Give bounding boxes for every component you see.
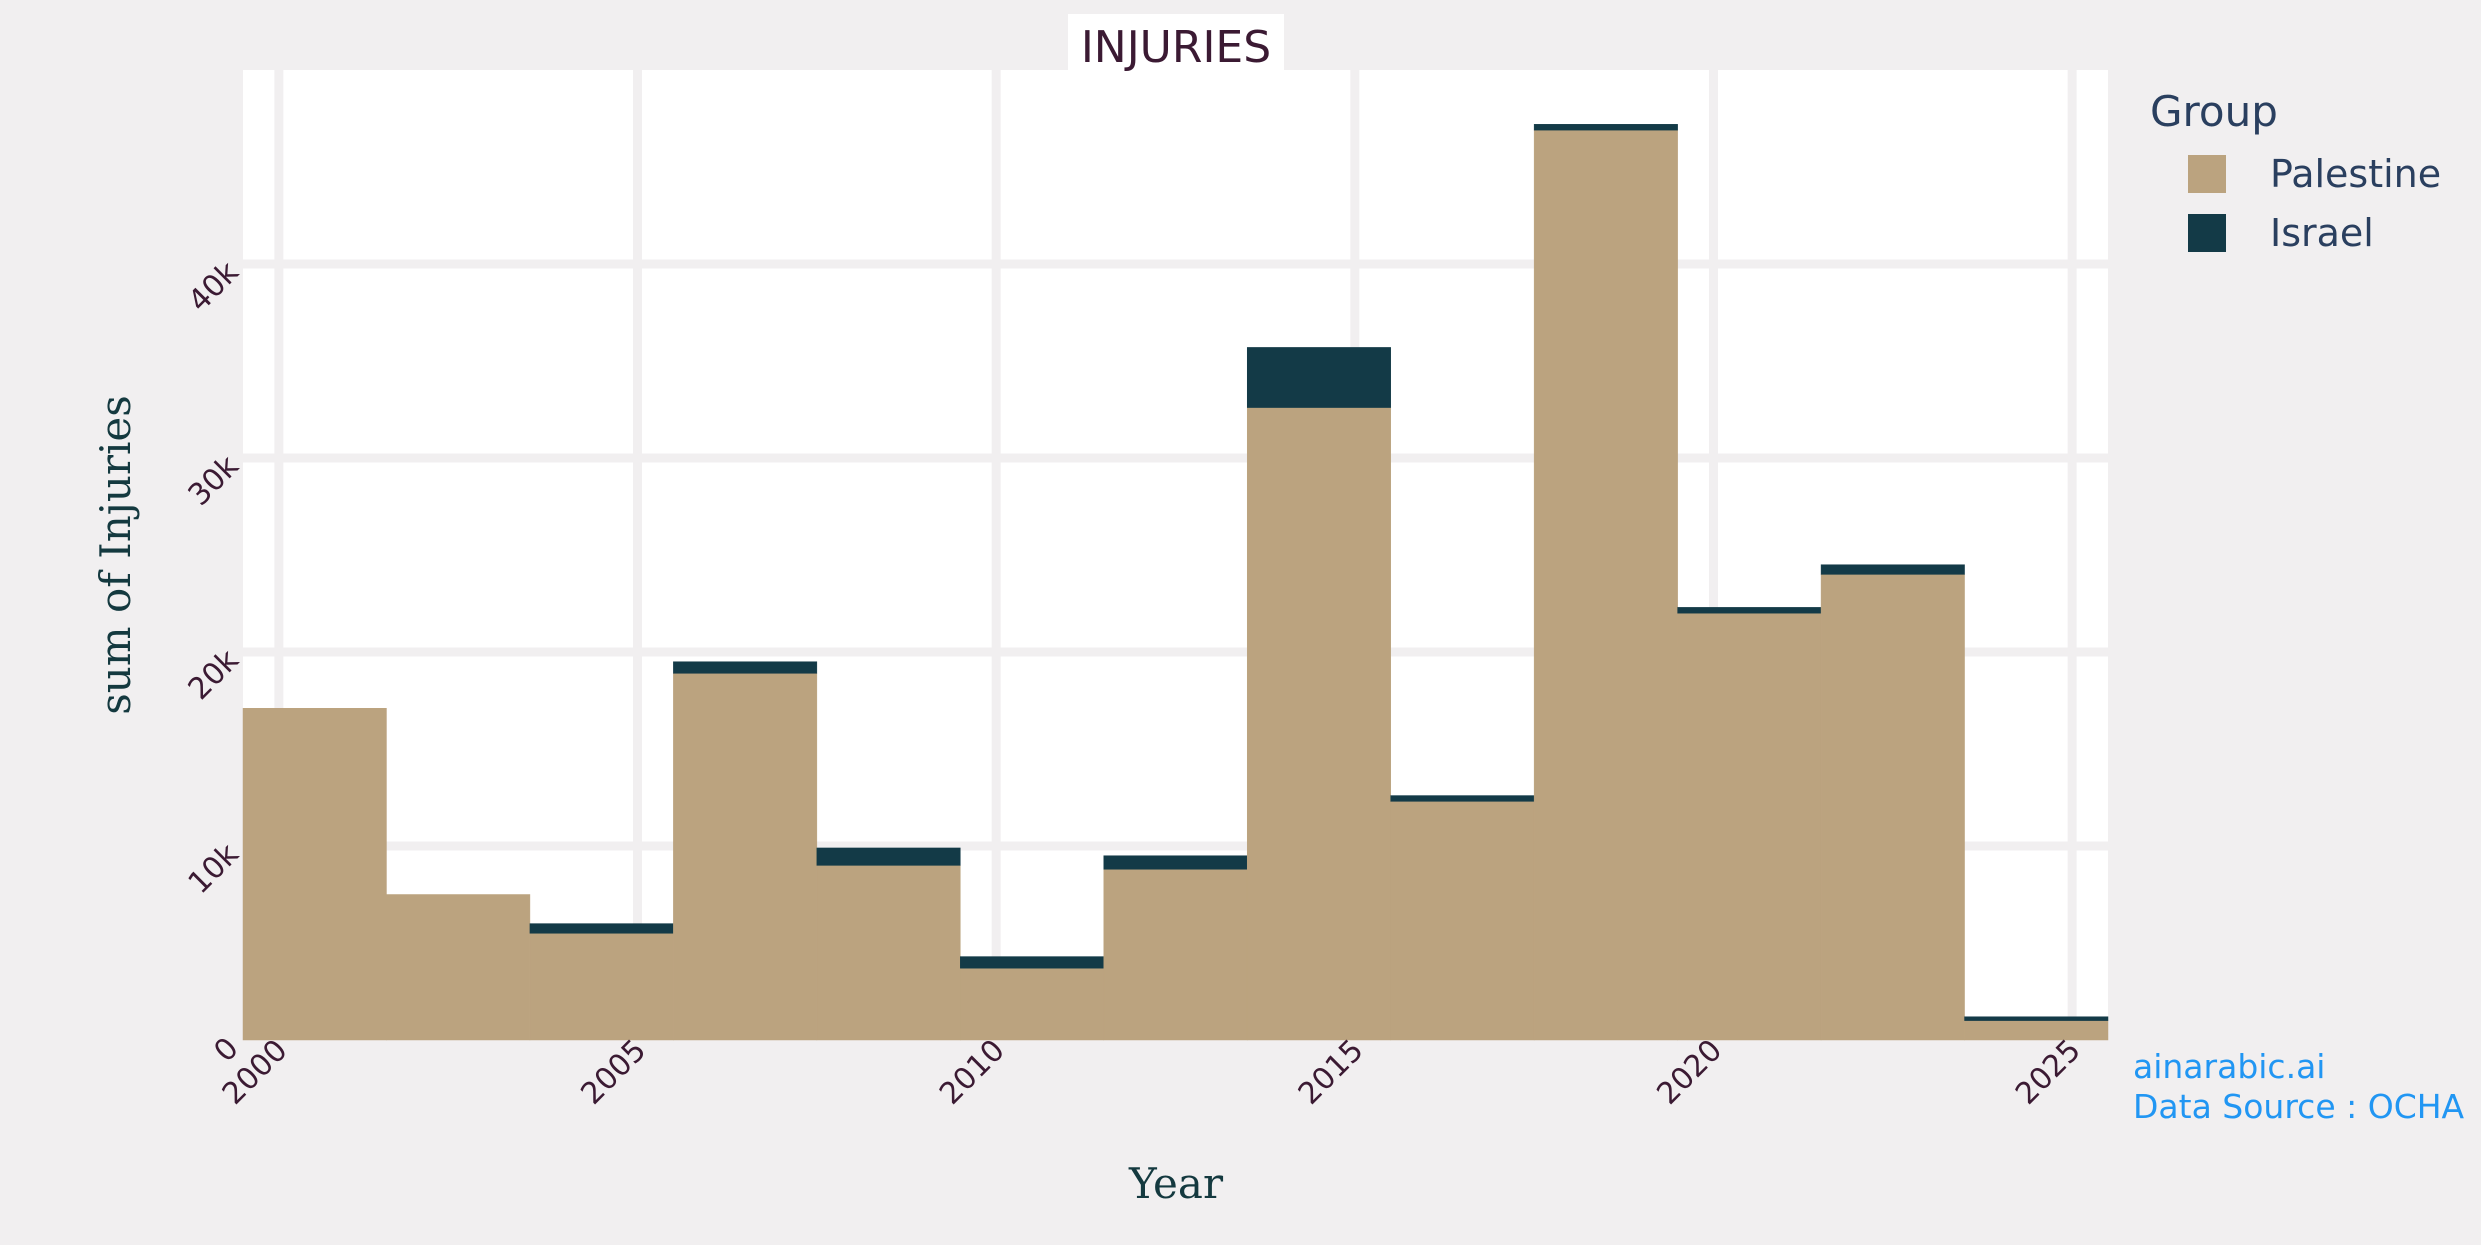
- y-tick-label: 10k: [182, 836, 246, 900]
- y-tick-label: 40k: [182, 254, 246, 318]
- bar-palestine-9: [1533, 129, 1678, 1041]
- bar-israel-3: [673, 661, 818, 674]
- bar-palestine-2: [529, 933, 674, 1041]
- annotation-brand: ainarabic.ai: [2133, 1047, 2325, 1086]
- bar-israel-5: [960, 956, 1105, 969]
- legend-item-israel[interactable]: Israel: [2188, 211, 2374, 255]
- bar-palestine-6: [1103, 869, 1248, 1041]
- x-axis-title: Year: [1128, 1159, 1224, 1208]
- legend[interactable]: Group Palestine Israel: [2150, 87, 2441, 255]
- bar-israel-4: [816, 847, 961, 866]
- bar-israel-2: [529, 923, 674, 934]
- bar-palestine-12: [1964, 1020, 2109, 1041]
- bar-palestine-11: [1820, 574, 1965, 1041]
- x-tick-label: 2005: [574, 1033, 653, 1112]
- bar-israel-12: [1964, 1016, 2109, 1021]
- chart-title-background: [1068, 14, 1284, 72]
- bar-palestine-4: [816, 865, 961, 1041]
- y-tick-label: 20k: [182, 642, 246, 706]
- bar-israel-7: [1246, 347, 1391, 408]
- chart-title: INJURIES: [1081, 22, 1271, 73]
- bar-palestine-3: [673, 673, 818, 1041]
- bar-israel-11: [1820, 564, 1965, 575]
- y-tick-label: 30k: [182, 448, 246, 512]
- legend-swatch-palestine: [2188, 155, 2226, 193]
- y-axis-title: sum of Injuries: [91, 395, 140, 715]
- bar-palestine-1: [386, 894, 531, 1041]
- x-axis-ticks: 2000 2005 2010 2015 2020 2025: [216, 1033, 2088, 1112]
- bar-israel-8: [1390, 795, 1535, 802]
- x-tick-label: 2015: [1292, 1033, 1371, 1112]
- bar-palestine-10: [1677, 612, 1822, 1041]
- bars: [242, 124, 2109, 1041]
- x-tick-label: 2020: [1650, 1033, 1729, 1112]
- x-tick-label: 2010: [933, 1033, 1012, 1112]
- bar-israel-10: [1677, 607, 1822, 614]
- bar-israel-9: [1533, 124, 1678, 131]
- legend-swatch-israel: [2188, 214, 2226, 252]
- bar-palestine-8: [1390, 801, 1535, 1041]
- legend-title: Group: [2150, 87, 2278, 136]
- bar-palestine-0: [242, 708, 387, 1041]
- annotation-source: Data Source : OCHA: [2133, 1087, 2465, 1126]
- bar-israel-6: [1103, 855, 1248, 870]
- bar-palestine-7: [1246, 407, 1391, 1041]
- legend-label-palestine: Palestine: [2270, 152, 2441, 196]
- x-tick-label: 2025: [2009, 1033, 2088, 1112]
- legend-item-palestine[interactable]: Palestine: [2188, 152, 2441, 196]
- bar-palestine-5: [960, 967, 1105, 1041]
- legend-label-israel: Israel: [2270, 211, 2374, 255]
